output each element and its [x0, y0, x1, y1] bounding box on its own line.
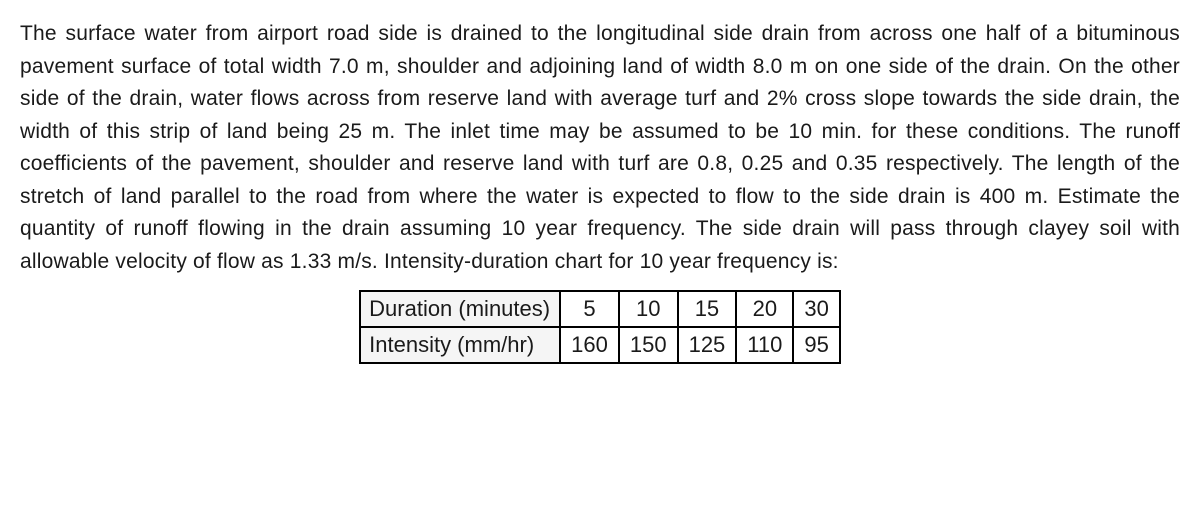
intensity-cell: 125 [678, 327, 737, 363]
intensity-cell: 160 [560, 327, 619, 363]
duration-cell: 15 [678, 291, 737, 327]
table-row: Intensity (mm/hr) 160 150 125 110 95 [360, 327, 840, 363]
duration-cell: 5 [560, 291, 619, 327]
table-container: Duration (minutes) 5 10 15 20 30 Intensi… [20, 290, 1180, 364]
intensity-duration-table: Duration (minutes) 5 10 15 20 30 Intensi… [359, 290, 841, 364]
duration-cell: 30 [793, 291, 839, 327]
duration-header: Duration (minutes) [360, 291, 560, 327]
intensity-cell: 95 [793, 327, 839, 363]
problem-statement: The surface water from airport road side… [20, 18, 1180, 278]
intensity-header: Intensity (mm/hr) [360, 327, 560, 363]
intensity-cell: 110 [736, 327, 793, 363]
duration-cell: 10 [619, 291, 678, 327]
intensity-cell: 150 [619, 327, 678, 363]
table-row: Duration (minutes) 5 10 15 20 30 [360, 291, 840, 327]
duration-cell: 20 [736, 291, 793, 327]
